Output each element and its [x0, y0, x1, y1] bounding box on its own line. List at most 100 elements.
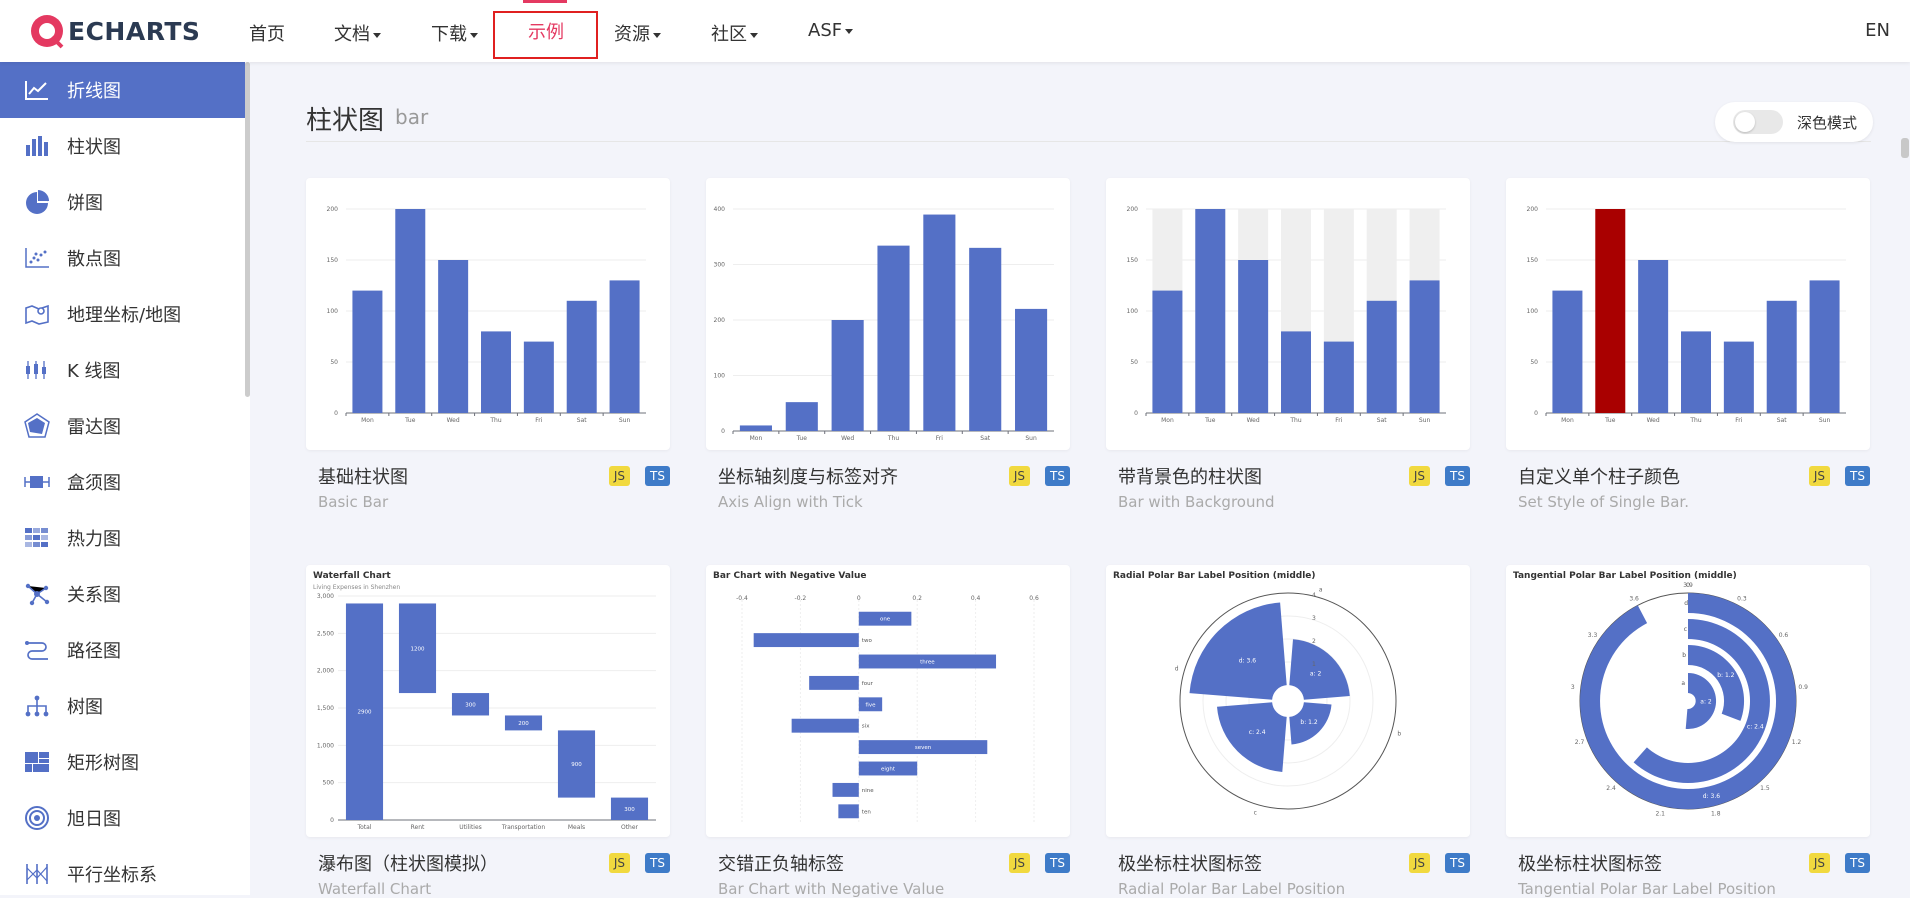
chart-thumbnail[interactable]: 0 50 100 150 200 Mon Tue Wed Thu Fri Sat Sun	[306, 178, 670, 450]
map-icon	[23, 300, 51, 328]
x-tick-label: Rent	[411, 824, 425, 831]
chart-thumbnail[interactable]: 0 50 100 150 200 Mon Tue Wed Thu Fri Sat Sun	[1106, 178, 1470, 450]
sidebar-item-boxplot[interactable]: 盒须图	[0, 454, 245, 510]
bar	[609, 280, 640, 413]
sidebar-item-parallel[interactable]: 平行坐标系	[0, 846, 245, 895]
y-tick-label: 200	[714, 317, 726, 324]
radius-tick-label: 2	[1312, 638, 1316, 645]
card-title[interactable]: 极坐标柱状图标签	[1118, 854, 1262, 875]
language-switch[interactable]: EN	[1865, 20, 1890, 41]
ts-badge[interactable]: TS	[1845, 853, 1870, 873]
sidebar-item-lines[interactable]: 路径图	[0, 622, 245, 678]
nav-resources[interactable]: 资源	[614, 20, 661, 46]
bar	[1152, 290, 1183, 413]
sidebar-item-graph[interactable]: 关系图	[0, 566, 245, 622]
ts-badge[interactable]: TS	[645, 466, 670, 486]
sidebar-item-bar[interactable]: 柱状图	[0, 118, 245, 174]
y-tick-label: 2,000	[317, 668, 334, 675]
sidebar-item-heatmap[interactable]: 热力图	[0, 510, 245, 566]
bar	[566, 300, 597, 413]
ts-badge[interactable]: TS	[1045, 466, 1070, 486]
nav-home[interactable]: 首页	[249, 24, 285, 45]
card-title[interactable]: 交错正负轴标签	[718, 854, 844, 875]
bar	[481, 331, 511, 413]
card-title[interactable]: 带背景色的柱状图	[1118, 467, 1262, 488]
data-label: b: 1.2	[1717, 672, 1734, 679]
ts-badge[interactable]: TS	[1445, 466, 1470, 486]
bar	[610, 797, 649, 820]
parallel-icon	[23, 860, 51, 888]
bar	[809, 675, 859, 690]
y-tick-label: 0	[1134, 410, 1138, 417]
card-title[interactable]: 坐标轴刻度与标签对齐	[718, 467, 898, 488]
ts-badge[interactable]: TS	[1845, 466, 1870, 486]
sidebar-item-candlestick[interactable]: K 线图	[0, 342, 245, 398]
card-title[interactable]: 自定义单个柱子颜色	[1518, 467, 1680, 488]
sidebar-item-scatter[interactable]: 散点图	[0, 230, 245, 286]
sunburst-icon	[23, 804, 51, 832]
card-subtitle: Tangential Polar Bar Label Position	[1518, 880, 1776, 898]
x-tick-label: Tue	[404, 417, 416, 424]
waterfall-chart: Waterfall Chart Living Expenses in Shenzh…	[313, 571, 656, 831]
js-badge[interactable]: JS	[1008, 466, 1030, 486]
y-tick-label: 100	[327, 308, 339, 315]
js-badge[interactable]: JS	[1408, 853, 1430, 873]
chart-thumbnail[interactable]: Bar Chart with Negative Value -0.4 -0.2 0 0.…	[706, 565, 1070, 837]
angle-tick-label: 1.8	[1711, 811, 1721, 818]
ts-badge[interactable]: TS	[1445, 853, 1470, 873]
nav-docs[interactable]: 文档	[334, 20, 381, 46]
sidebar-item-radar[interactable]: 雷达图	[0, 398, 245, 454]
x-tick-label: Thu	[887, 435, 899, 442]
nav-download[interactable]: 下载	[431, 20, 478, 46]
js-badge[interactable]: JS	[608, 853, 630, 873]
nav-examples[interactable]: 示例	[528, 22, 564, 43]
chart-thumbnail[interactable]: 0 100 200 300 400 Mon Tue Wed Thu Fri Sat Sun	[706, 178, 1070, 450]
js-badge[interactable]: JS	[1808, 466, 1830, 486]
sidebar-item-treemap[interactable]: 矩形树图	[0, 734, 245, 790]
x-tick-label: -0.2	[795, 595, 807, 602]
echarts-logo[interactable]: ECHARTS	[28, 10, 200, 52]
polar-bar	[1289, 639, 1350, 700]
js-badge[interactable]: JS	[1008, 853, 1030, 873]
sidebar-item-line[interactable]: 折线图	[0, 62, 245, 118]
bar	[398, 603, 437, 694]
sidebar-item-label: 饼图	[67, 193, 103, 214]
sidebar-item-sunburst[interactable]: 旭日图	[0, 790, 245, 846]
chart-thumbnail[interactable]: Waterfall Chart Living Expenses in Shenzh…	[306, 565, 670, 837]
sidebar-item-pie[interactable]: 饼图	[0, 174, 245, 230]
card-subtitle: Radial Polar Bar Label Position	[1118, 880, 1346, 898]
dark-mode-toggle[interactable]: 深色模式	[1715, 102, 1873, 142]
card-subtitle: Set Style of Single Bar.	[1518, 493, 1689, 511]
chart-thumbnail[interactable]: Tangential Polar Bar Label Position (mid…	[1506, 565, 1870, 837]
js-badge[interactable]: JS	[1808, 853, 1830, 873]
nav-asf[interactable]: ASF	[808, 20, 854, 41]
bar	[969, 247, 1002, 431]
sidebar-item-map[interactable]: 地理坐标/地图	[0, 286, 245, 342]
main-scrollbar[interactable]	[1901, 138, 1909, 158]
sidebar-item-label: K 线图	[67, 361, 121, 382]
bar	[791, 718, 859, 733]
card-title[interactable]: 基础柱状图	[318, 467, 408, 488]
bar	[1766, 300, 1797, 413]
js-badge[interactable]: JS	[1408, 466, 1430, 486]
chart-thumbnail[interactable]: Radial Polar Bar Label Position (middle)…	[1106, 565, 1470, 837]
ts-badge[interactable]: TS	[645, 853, 670, 873]
y-tick-label: 300	[714, 262, 726, 269]
js-badge[interactable]: JS	[608, 466, 630, 486]
x-tick-label: Mon	[361, 417, 374, 424]
sidebar-scrollbar[interactable]	[245, 62, 250, 397]
toggle-switch[interactable]	[1733, 110, 1783, 134]
ts-badge[interactable]: TS	[1045, 853, 1070, 873]
card-title[interactable]: 极坐标柱状图标签	[1518, 854, 1662, 875]
chart-thumbnail[interactable]: 0 50 100 150 200 Mon Tue Wed Thu Fri Sat Sun	[1506, 178, 1870, 450]
card-title[interactable]: 瀑布图（柱状图模拟）	[318, 854, 498, 875]
bar-label: four	[862, 681, 874, 687]
sidebar-item-tree[interactable]: 树图	[0, 678, 245, 734]
bar	[831, 320, 864, 431]
x-tick-label: Sat	[1777, 417, 1787, 424]
bar	[1366, 300, 1397, 413]
section-subtitle: bar	[395, 105, 429, 129]
nav-community[interactable]: 社区	[711, 20, 758, 46]
x-tick-label: 0.2	[912, 595, 922, 602]
polar-bar	[1633, 619, 1770, 783]
